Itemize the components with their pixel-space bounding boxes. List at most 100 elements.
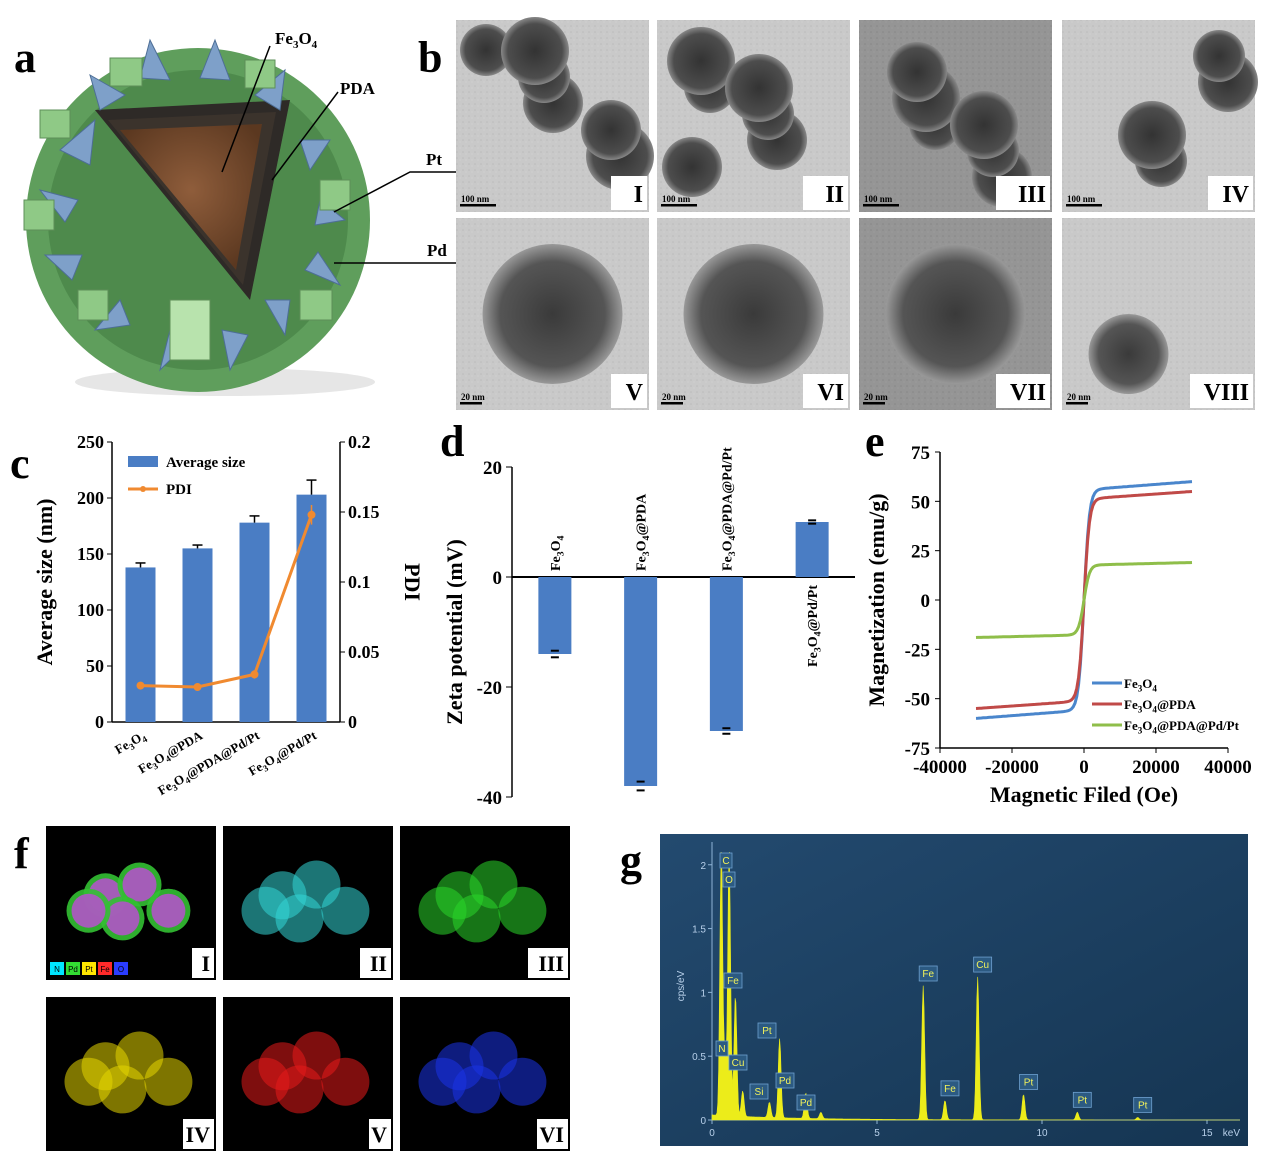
nanoparticle (887, 42, 947, 102)
eds-map-ii: II (223, 826, 393, 980)
label-box (183, 1119, 214, 1149)
label-box (996, 176, 1050, 210)
legend-swatch (66, 962, 80, 975)
panel-letter-c: c (10, 439, 30, 488)
peak-label-box (1133, 1097, 1153, 1113)
map-roman-label: II (370, 951, 387, 976)
particle-overlay (122, 867, 157, 902)
y-tick-label: -25 (905, 640, 930, 661)
scale-bar (460, 402, 482, 405)
y-tick-label: 0.5 (692, 1052, 706, 1063)
y-axis-label: cps/eV (676, 970, 687, 1001)
panel-d: d -40 -20 0 20 Zeta potential (mV) Fe3O4 Fe3O4… (440, 417, 855, 809)
y-axis-label: Zeta potential (mV) (442, 539, 467, 725)
y-tick-label: -75 (905, 739, 930, 760)
nanoparticle (885, 244, 1026, 384)
x-tick-label: 15 (1201, 1128, 1213, 1139)
legend-label: Fe3O4 (1124, 676, 1157, 693)
y-tick-label: 0 (95, 712, 104, 732)
legend-label: Fe3O4@PDA@Pd/Pt (1124, 718, 1240, 735)
peak-label: Pt (762, 1026, 772, 1037)
tem-roman-label: IV (1222, 182, 1249, 208)
y-tick-label: 50 (911, 492, 930, 513)
x-tick-label: 5 (874, 1128, 880, 1139)
peak-label: Cu (732, 1058, 745, 1069)
y-tick-label: 200 (77, 488, 104, 508)
element-signal (241, 1057, 290, 1106)
chart-c: 0 50 100 150 200 250 0 0.05 0.1 0.15 0.2 Average si… (32, 432, 425, 798)
label-pda: PDA (340, 79, 376, 98)
scale-bar-label: 100 nm (662, 194, 691, 204)
legend-label-pdi: PDI (166, 482, 192, 498)
scale-bar-label: 20 nm (864, 392, 888, 402)
eds-map-i: N Pd Pt Fe O I (46, 826, 216, 980)
label-pt: Pt (426, 150, 442, 169)
map-roman-label: I (201, 951, 210, 976)
element-signal (418, 1057, 467, 1106)
peak-label-box (715, 1040, 729, 1057)
panel-letter-f: f (14, 829, 30, 878)
peak-label: O (725, 875, 733, 886)
bar-average-size (296, 494, 327, 722)
category-label: Fe3O4@PDA@Pd/Pt (720, 447, 738, 571)
map-roman-label: IV (186, 1122, 211, 1147)
peak-label: Pd (779, 1076, 791, 1087)
y-tick-label: 250 (77, 432, 104, 452)
x-tick-label: -20000 (985, 757, 1039, 778)
label-box (369, 1119, 391, 1149)
y-tick-label: 100 (77, 600, 104, 620)
legend-element: N (54, 965, 60, 974)
panel-letter-e: e (865, 417, 885, 466)
nanoparticle (1088, 314, 1169, 394)
legend-element: Fe (100, 965, 110, 974)
tem-roman-label: V (626, 380, 644, 406)
peak-label: Si (755, 1087, 764, 1098)
magnetization-curve (975, 561, 1193, 639)
peak-label-box (728, 1054, 748, 1071)
y-tick-label: 150 (77, 544, 104, 564)
chart-e: -75 -50 -25 0 25 50 75 -40000 -20000 0 20000 40000 M… (864, 443, 1252, 807)
legend-swatch (114, 962, 128, 975)
scale-bar-label: 100 nm (864, 194, 893, 204)
element-signal (418, 886, 467, 935)
tem-roman-label: III (1018, 182, 1046, 208)
x-tick-label: -40000 (913, 757, 967, 778)
peak-label: Pd (800, 1098, 812, 1109)
label-box (803, 374, 848, 408)
peak-label-box (722, 871, 736, 888)
x-tick-label: 0 (1079, 757, 1089, 778)
bar-zeta (538, 577, 572, 654)
legend-label: Fe3O4@PDA (1124, 697, 1196, 714)
tem-roman-label: VI (817, 380, 844, 406)
nanoparticle (460, 24, 512, 76)
y2-tick-label: 0.2 (348, 432, 371, 452)
y-tick-label: 1 (700, 988, 706, 999)
scale-bar-label: 20 nm (461, 392, 485, 402)
legend-swatch (50, 962, 64, 975)
bar-zeta (795, 522, 829, 577)
tem-image-i: I 100 nm (456, 17, 654, 212)
peak-label-box (723, 972, 743, 989)
category-label: Fe3O4@Pd/Pt (806, 585, 824, 667)
label-box (803, 176, 848, 210)
scale-bar (661, 402, 683, 405)
y-tick-label: 0 (493, 568, 503, 589)
peak-label: Pt (1138, 1100, 1148, 1111)
peak-label-box (940, 1080, 960, 1097)
peak-label: Fe (727, 976, 739, 987)
eds-map-iii: III (400, 826, 570, 980)
peak-label-box (749, 1083, 769, 1100)
eds-map-iv: IV (46, 997, 216, 1151)
peak-label: N (718, 1044, 725, 1055)
panel-letter-b: b (418, 33, 442, 82)
legend-element: Pd (68, 965, 78, 974)
nanoparticle (667, 27, 735, 95)
y-tick-label: 20 (483, 458, 502, 479)
label-box (611, 176, 647, 210)
panel-g: g 0 0.5 1 1.5 2 0 5 10 15 keV cps/eV C N O Fe Cu Si Pt Pd P… (620, 834, 1248, 1146)
label-fe3o4: Fe3O4 (275, 29, 318, 51)
particle-overlay (151, 893, 186, 928)
y2-tick-label: 0.1 (348, 572, 371, 592)
spectrum-background (660, 834, 1248, 1146)
scale-bar (661, 204, 697, 207)
